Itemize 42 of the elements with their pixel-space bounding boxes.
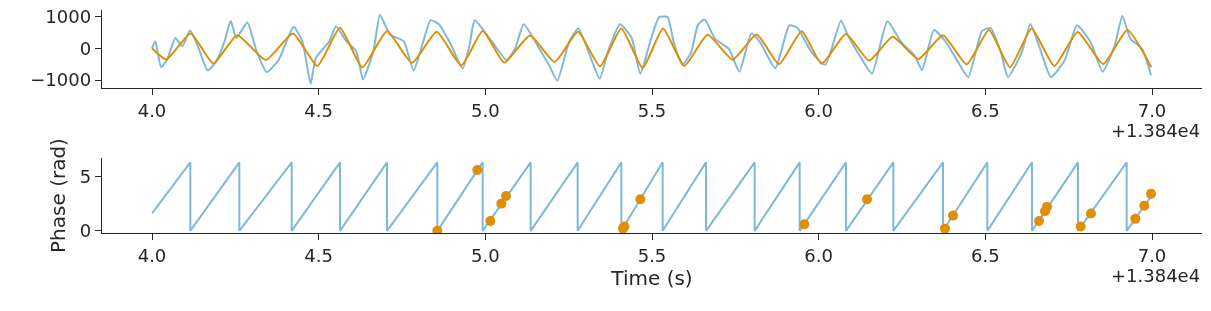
x-tick-label: 4.0 bbox=[137, 99, 167, 121]
point bbox=[1086, 208, 1096, 219]
x-axis-title: Time (s) bbox=[610, 266, 693, 291]
point bbox=[799, 219, 810, 230]
x-tick-label: 7.0 bbox=[1137, 244, 1167, 266]
x-tick-label: 6.5 bbox=[971, 99, 1000, 121]
x-tick-label: 6.0 bbox=[804, 244, 833, 266]
line-series bbox=[151, 14, 1152, 85]
x-tick-label: 5.0 bbox=[471, 244, 500, 266]
point bbox=[1130, 213, 1141, 224]
x-tick-label: 6.0 bbox=[804, 99, 833, 121]
point bbox=[472, 164, 483, 175]
point bbox=[948, 210, 958, 221]
point bbox=[1139, 200, 1150, 211]
point bbox=[1034, 216, 1044, 227]
y-tick-label: −1000 bbox=[30, 69, 92, 91]
x-tick-label: 5.5 bbox=[637, 244, 667, 266]
text: +1.384e4 bbox=[1111, 120, 1201, 141]
point bbox=[501, 191, 511, 202]
point bbox=[1146, 188, 1156, 199]
point bbox=[1042, 201, 1052, 212]
x-tick-label: 5.5 bbox=[637, 99, 667, 121]
x-tick-label: 4.5 bbox=[304, 99, 333, 121]
y-axis-title: Phase (rad) bbox=[46, 138, 71, 253]
x-tick-label: 4.5 bbox=[304, 244, 333, 266]
y-tick-label: 5 bbox=[79, 165, 92, 187]
point bbox=[1075, 221, 1086, 232]
x-tick-label: 5.0 bbox=[471, 99, 500, 121]
y-tick-label: 0 bbox=[79, 37, 92, 59]
point bbox=[862, 194, 872, 205]
text: +1.384e4 bbox=[1111, 265, 1201, 286]
y-tick-label: 0 bbox=[79, 220, 92, 242]
point bbox=[485, 216, 496, 227]
y-tick-label: 1000 bbox=[45, 5, 92, 27]
point bbox=[496, 198, 507, 209]
x-tick-label: 6.5 bbox=[971, 244, 1000, 266]
x-tick-label: 4.0 bbox=[137, 244, 167, 266]
point bbox=[635, 194, 646, 205]
point bbox=[940, 223, 950, 233]
line-series bbox=[151, 26, 1153, 69]
point bbox=[432, 225, 443, 233]
x-tick-label: 7.0 bbox=[1137, 99, 1167, 121]
